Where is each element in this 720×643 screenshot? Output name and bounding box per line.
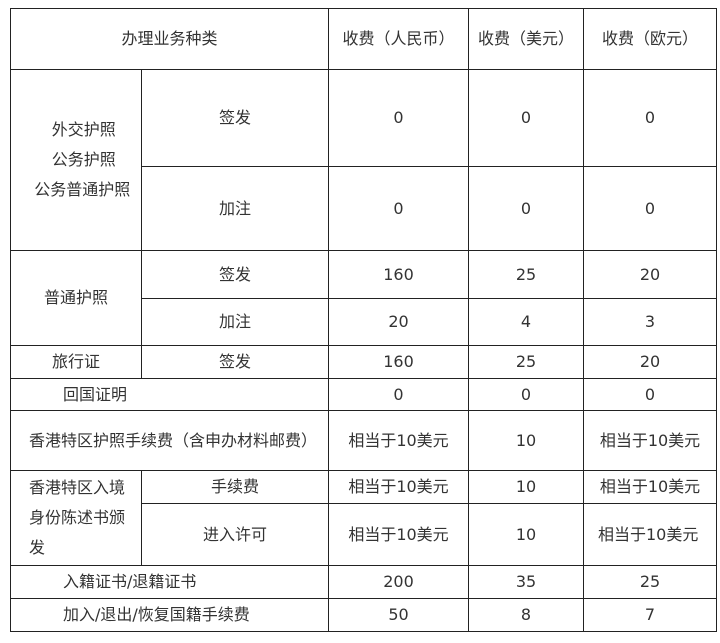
diplomatic-passport-label: 外交护照 公务护照 公务普通护照 <box>10 69 142 251</box>
table-row: 旅行证 签发 160 25 20 <box>10 345 717 379</box>
header-category: 办理业务种类 <box>10 8 329 70</box>
service-type: 签发 <box>141 345 329 379</box>
service-type: 签发 <box>141 250 329 299</box>
ordinary-passport-label: 普通护照 <box>10 250 142 346</box>
fee-usd: 10 <box>468 410 584 471</box>
header-usd: 收费（美元） <box>468 8 584 70</box>
fee-usd: 10 <box>468 470 584 504</box>
fee-usd: 0 <box>468 69 584 167</box>
fee-rmb: 0 <box>328 69 469 167</box>
table-row: 加注 20 4 3 <box>11 298 717 346</box>
fee-usd: 10 <box>468 503 584 566</box>
hk-passport-label: 香港特区护照手续费（含申办材料邮费） <box>10 410 329 471</box>
fee-eur: 25 <box>583 565 717 599</box>
naturalization-label: 入籍证书/退籍证书 <box>10 565 329 599</box>
fee-eur: 0 <box>583 69 717 167</box>
fee-eur: 7 <box>583 598 717 632</box>
fee-rmb: 相当于10美元 <box>328 503 469 566</box>
label-line: 公务护照 <box>51 150 116 169</box>
fee-eur: 0 <box>583 378 717 411</box>
fee-rmb: 相当于10美元 <box>328 410 469 471</box>
service-type: 加注 <box>141 166 329 251</box>
hk-identity-label: 香港特区入境身份陈述书颁发 <box>10 470 142 566</box>
fee-eur: 20 <box>583 345 717 379</box>
label-line: 外交护照 <box>51 120 116 139</box>
fee-rmb: 相当于10美元 <box>328 470 469 504</box>
fee-table: 办理业务种类 收费（人民币） 收费（美元） 收费（欧元） 外交护照 公务护照 公… <box>10 8 717 632</box>
header-eur: 收费（欧元） <box>583 8 717 70</box>
fee-eur: 相当于10美元 <box>583 410 717 471</box>
return-cert-label: 回国证明 <box>10 378 329 411</box>
table-row: 外交护照 公务护照 公务普通护照 签发 0 0 0 <box>10 69 717 251</box>
fee-eur: 相当于10美元 <box>583 503 717 566</box>
header-rmb: 收费（人民币） <box>328 8 469 70</box>
fee-rmb: 0 <box>328 166 469 251</box>
table-row: 回国证明 0 0 0 <box>10 378 717 411</box>
table-row: 香港特区护照手续费（含申办材料邮费） 相当于10美元 10 相当于10美元 <box>10 410 717 471</box>
fee-rmb: 0 <box>328 378 469 411</box>
service-type: 签发 <box>141 69 329 167</box>
table-row: 普通护照 签发 160 25 20 <box>10 250 717 346</box>
table-row: 香港特区入境身份陈述书颁发 手续费 相当于10美元 10 相当于10美元 <box>10 470 717 566</box>
nationality-fee-label: 加入/退出/恢复国籍手续费 <box>10 598 329 632</box>
fee-eur: 3 <box>583 298 717 346</box>
table-row: 加注 0 0 0 <box>11 166 717 251</box>
fee-rmb: 20 <box>328 298 469 346</box>
service-type: 进入许可 <box>141 503 329 566</box>
fee-eur: 相当于10美元 <box>583 470 717 504</box>
fee-usd: 0 <box>468 166 584 251</box>
fee-rmb: 50 <box>328 598 469 632</box>
fee-usd: 8 <box>468 598 584 632</box>
fee-usd: 25 <box>468 345 584 379</box>
header-row: 办理业务种类 收费（人民币） 收费（美元） 收费（欧元） <box>10 8 717 70</box>
fee-usd: 4 <box>468 298 584 346</box>
fee-usd: 0 <box>468 378 584 411</box>
travel-doc-label: 旅行证 <box>10 345 142 379</box>
table-row: 加入/退出/恢复国籍手续费 50 8 7 <box>10 598 717 632</box>
fee-rmb: 160 <box>328 345 469 379</box>
fee-usd: 35 <box>468 565 584 599</box>
service-type: 手续费 <box>141 470 329 504</box>
table-row: 入籍证书/退籍证书 200 35 25 <box>10 565 717 599</box>
fee-usd: 25 <box>468 250 584 299</box>
fee-eur: 20 <box>583 250 717 299</box>
fee-eur: 0 <box>583 166 717 251</box>
service-type: 加注 <box>141 298 329 346</box>
label-line: 公务普通护照 <box>34 180 131 199</box>
fee-rmb: 160 <box>328 250 469 299</box>
fee-rmb: 200 <box>328 565 469 599</box>
